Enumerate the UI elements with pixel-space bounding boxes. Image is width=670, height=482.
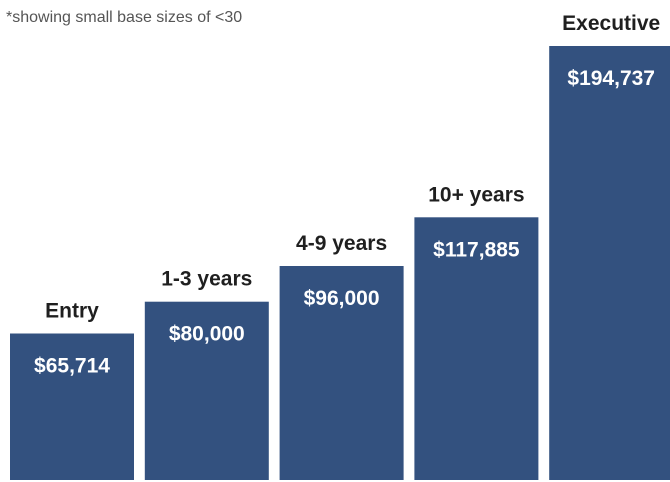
bar-3 (414, 217, 539, 481)
value-label-2: $96,000 (304, 287, 380, 310)
category-label-1: 1-3 years (161, 268, 252, 291)
bar-2 (279, 266, 404, 480)
footnote-small-base: *showing small base sizes of <30 (6, 9, 243, 26)
bar-0 (10, 333, 134, 480)
bar-4 (549, 46, 670, 480)
category-label-4: Executive (562, 12, 660, 35)
category-label-3: 10+ years (428, 183, 524, 206)
value-label-4: $194,737 (567, 67, 655, 90)
value-label-1: $80,000 (169, 323, 245, 346)
bar-1 (144, 301, 269, 480)
value-label-3: $117,885 (433, 238, 520, 261)
bars-layer: Entry $65,714 1-3 years $80,000 4-9 years $96… (10, 12, 670, 481)
category-label-2: 4-9 years (296, 232, 387, 255)
category-label-0: Entry (45, 300, 99, 323)
value-label-0: $65,714 (34, 355, 110, 378)
